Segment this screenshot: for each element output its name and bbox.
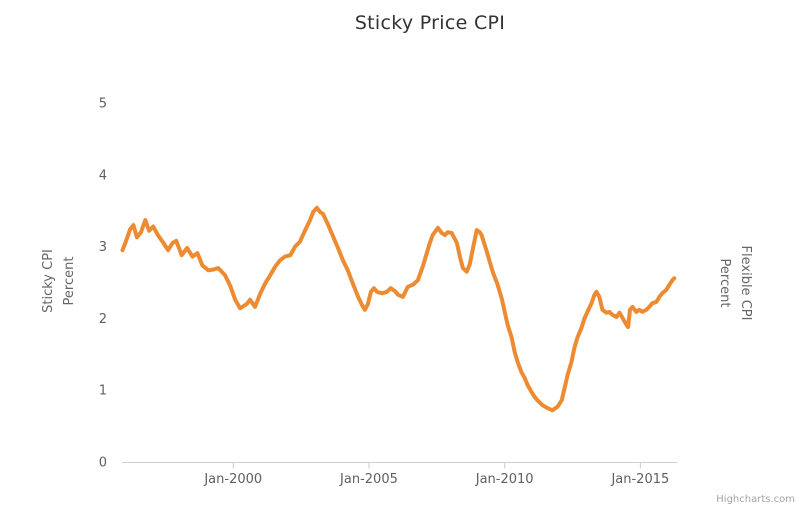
highcharts-credit[interactable]: Highcharts.com bbox=[716, 494, 795, 505]
y-tick-label: 0 bbox=[99, 456, 107, 471]
y-tick-label: 2 bbox=[99, 312, 107, 327]
y-tick-label: 4 bbox=[99, 168, 107, 183]
x-tick-label: Jan-2010 bbox=[475, 472, 534, 487]
x-tick-label: Jan-2015 bbox=[610, 472, 669, 487]
sticky-cpi-series-line[interactable] bbox=[120, 205, 677, 413]
x-tick-label: Jan-2005 bbox=[339, 472, 398, 487]
chart-title: Sticky Price CPI bbox=[354, 12, 506, 34]
left-y-axis-title-line2: Percent bbox=[62, 256, 77, 306]
x-tick-label: Jan-2000 bbox=[203, 472, 262, 487]
right-y-axis-title: Flexible CPI Percent bbox=[714, 203, 756, 363]
right-y-axis-title-line2: Percent bbox=[717, 258, 732, 308]
left-y-axis-title-line1: Sticky CPI bbox=[41, 249, 56, 313]
y-tick-label: 5 bbox=[99, 97, 107, 112]
y-tick-label: 3 bbox=[99, 240, 107, 255]
right-y-axis-title-line1: Flexible CPI bbox=[738, 245, 753, 321]
y-tick-label: 1 bbox=[99, 384, 107, 399]
left-y-axis-title: Sticky CPI Percent bbox=[38, 201, 80, 361]
